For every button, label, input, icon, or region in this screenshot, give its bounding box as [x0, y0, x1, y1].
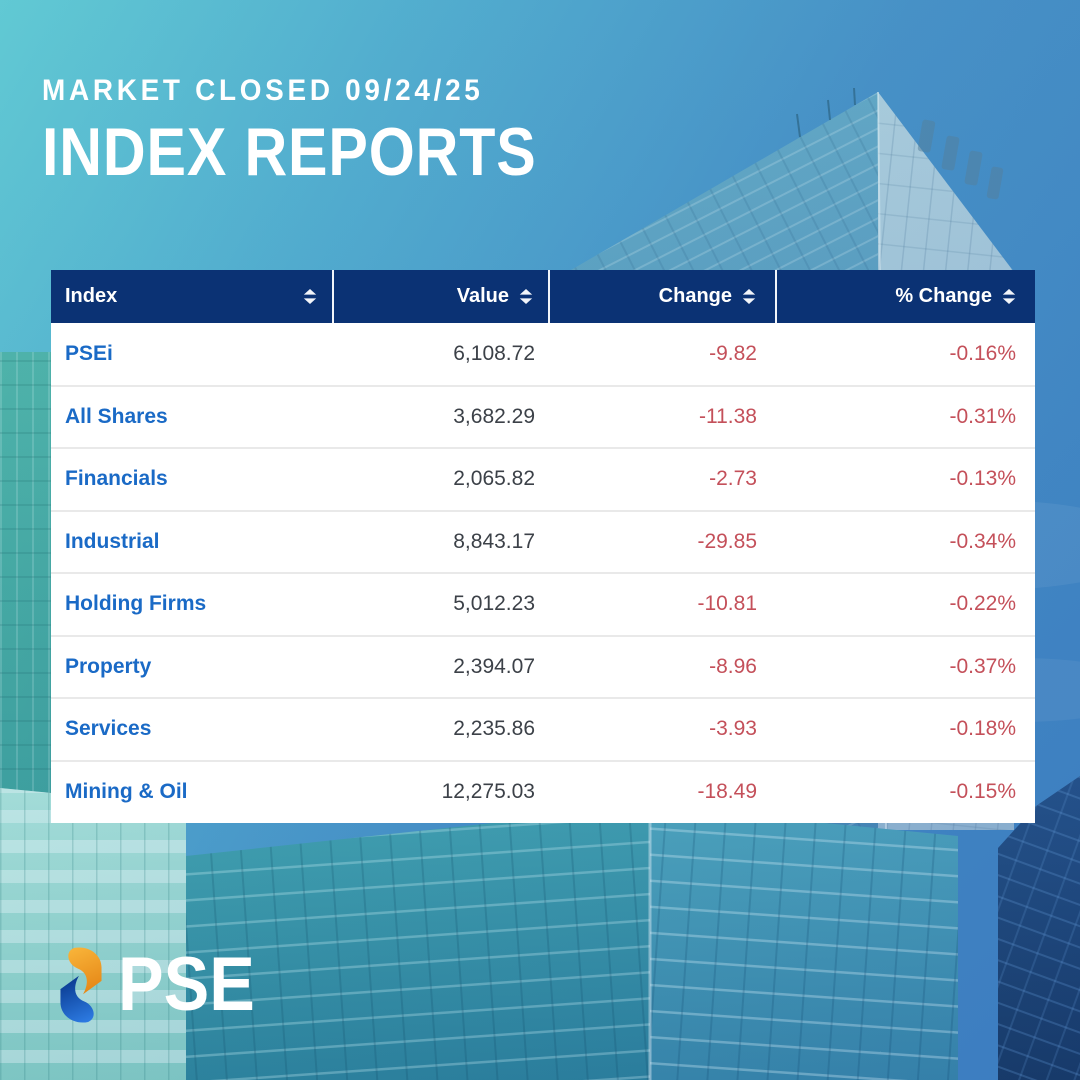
index-cell[interactable]: Services — [51, 697, 333, 761]
table-body: PSEi 6,108.72 -9.82 -0.16% All Shares 3,682.2… — [51, 323, 1035, 823]
column-label-value: Value — [456, 285, 509, 307]
table-row: All Shares 3,682.29 -11.38 -0.31% — [51, 384, 1035, 448]
change-cell: -8.96 — [549, 634, 776, 698]
value-cell: 2,235.86 — [333, 697, 549, 761]
pct-change-cell: -0.15% — [776, 759, 1035, 823]
pct-change-cell: -0.34% — [776, 509, 1035, 573]
change-cell: -9.82 — [709, 341, 757, 365]
value-cell: 2,065.82 — [333, 447, 549, 511]
index-table: Index Value — [51, 270, 1035, 823]
table-row: Mining & Oil 12,275.03 -18.49 -0.15% — [51, 759, 1035, 823]
table-row: Industrial 8,843.17 -29.85 -0.34% — [51, 509, 1035, 573]
pct-change-cell: -0.37% — [776, 634, 1035, 698]
column-label-pct-change: % Change — [895, 285, 992, 307]
value-cell: 5,012.23 — [333, 572, 549, 636]
pct-change-cell: -0.16% — [949, 341, 1016, 365]
pct-change-cell: -0.31% — [776, 384, 1035, 448]
change-cell: -11.38 — [549, 384, 776, 448]
index-cell[interactable]: Holding Firms — [51, 572, 333, 636]
sort-icon[interactable] — [741, 288, 757, 305]
index-cell[interactable]: Mining & Oil — [51, 759, 333, 823]
index-table-card: Index Value — [51, 270, 1035, 823]
index-cell[interactable]: PSEi — [65, 341, 113, 365]
column-header-index[interactable]: Index — [51, 270, 334, 323]
sort-icon[interactable] — [518, 288, 534, 305]
change-cell: -18.49 — [549, 759, 776, 823]
value-cell: 3,682.29 — [333, 384, 549, 448]
change-cell: -10.81 — [549, 572, 776, 636]
sort-icon[interactable] — [1001, 288, 1017, 305]
sort-icon[interactable] — [302, 288, 318, 305]
table-row: Property 2,394.07 -8.96 -0.37% — [51, 634, 1035, 698]
pse-brand: PSE — [52, 946, 270, 1024]
page-title: INDEX REPORTS — [42, 114, 537, 190]
pse-logo-icon — [60, 947, 102, 1023]
pct-change-cell: -0.18% — [776, 697, 1035, 761]
pse-logo-text: PSE — [118, 942, 255, 1027]
value-cell: 8,843.17 — [333, 509, 549, 573]
column-label-index: Index — [65, 285, 118, 307]
table-header: Index Value — [51, 270, 1035, 323]
value-cell: 2,394.07 — [333, 634, 549, 698]
table-row: Holding Firms 5,012.23 -10.81 -0.22% — [51, 572, 1035, 636]
value-cell: 12,275.03 — [333, 759, 549, 823]
column-label-change: Change — [658, 285, 732, 307]
hero-header: MARKET CLOSED 09/24/25 INDEX REPORTS — [42, 74, 610, 186]
change-cell: -29.85 — [549, 509, 776, 573]
market-status: MARKET CLOSED 09/24/25 — [42, 74, 484, 107]
index-cell[interactable]: Property — [51, 634, 333, 698]
column-header-change[interactable]: Change — [549, 270, 777, 323]
table-row: PSEi 6,108.72 -9.82 -0.16% — [51, 323, 1035, 386]
value-cell: 6,108.72 — [453, 341, 535, 365]
table-row: Services 2,235.86 -3.93 -0.18% — [51, 697, 1035, 761]
index-cell[interactable]: All Shares — [51, 384, 333, 448]
pct-change-cell: -0.22% — [776, 572, 1035, 636]
column-header-pct-change[interactable]: % Change — [776, 270, 1035, 323]
index-cell[interactable]: Financials — [51, 447, 333, 511]
change-cell: -2.73 — [549, 447, 776, 511]
index-cell[interactable]: Industrial — [51, 509, 333, 573]
column-header-value[interactable]: Value — [333, 270, 550, 323]
table-row: Financials 2,065.82 -2.73 -0.13% — [51, 447, 1035, 511]
change-cell: -3.93 — [549, 697, 776, 761]
pct-change-cell: -0.13% — [776, 447, 1035, 511]
